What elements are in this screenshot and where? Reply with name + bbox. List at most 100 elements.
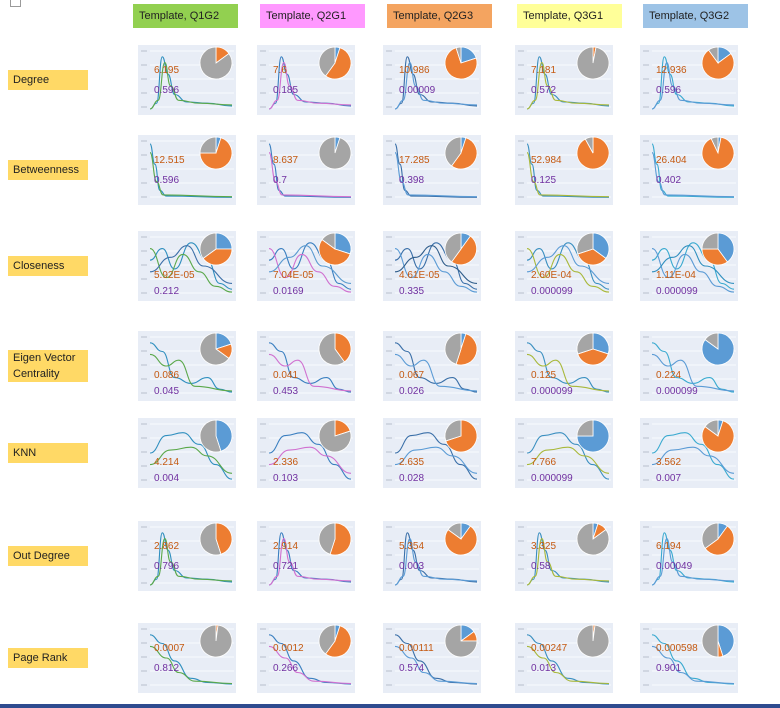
density-curve (526, 432, 610, 480)
value-secondary: 0.000099 (531, 473, 573, 484)
mini-chart: 6.194 0.00049 (640, 521, 738, 591)
mini-chart: 4.214 0.004 (138, 418, 236, 488)
value-primary: 1.11E-04 (656, 270, 696, 281)
mini-chart-svg (141, 232, 234, 294)
row-label: Closeness (8, 256, 88, 276)
pie-slice (576, 46, 610, 80)
mini-chart-svg (643, 232, 736, 294)
pie-slice (704, 419, 719, 437)
value-primary: 0.125 (531, 370, 557, 381)
pie-slice (318, 332, 345, 366)
value-secondary: 0.004 (154, 473, 180, 484)
pie-slice (592, 332, 610, 355)
density-curve (149, 353, 233, 392)
mini-chart-svg (518, 232, 611, 294)
value-secondary: 0.398 (399, 175, 425, 186)
pie-slice (701, 248, 728, 266)
pie-slice (318, 136, 352, 170)
mini-chart-svg (386, 522, 479, 586)
density-curve (651, 248, 735, 293)
density-curve (268, 245, 352, 284)
pie-slice (577, 248, 607, 266)
mini-chart-svg (518, 419, 611, 481)
value-primary: 7.181 (531, 65, 557, 76)
pie-slice (444, 136, 462, 167)
pie-slice (444, 332, 462, 365)
value-secondary: 0.000099 (531, 286, 573, 297)
value-primary: 2.60E-04 (531, 270, 572, 281)
mini-chart: 0.00247 0.013 (515, 623, 613, 693)
density-curve (526, 538, 610, 586)
value-primary: 2.336 (273, 457, 299, 468)
mini-chart-svg (518, 46, 611, 110)
value-secondary: 0.721 (273, 561, 299, 572)
row-label: Degree (8, 70, 88, 90)
value-primary: 7.6 (273, 65, 287, 76)
value-secondary: 0.58 (531, 561, 551, 572)
density-curve (651, 62, 735, 110)
value-secondary: 0.335 (399, 286, 425, 297)
density-curve (651, 152, 735, 198)
value-primary: 52.984 (531, 155, 562, 166)
density-curve (394, 62, 478, 110)
value-primary: 2.914 (273, 541, 299, 552)
value-secondary: 0.00049 (656, 561, 693, 572)
mini-chart: 26.404 0.402 (640, 135, 738, 205)
value-secondary: 0.028 (399, 473, 425, 484)
column-header: Template, Q3G1 (517, 4, 622, 28)
density-curve (651, 538, 735, 586)
value-secondary: 0.596 (154, 175, 180, 186)
mini-chart: 12.936 0.596 (640, 45, 738, 115)
pie-slice (444, 232, 462, 263)
density-curve (394, 538, 478, 586)
pie-slice (704, 525, 735, 556)
checkbox[interactable] (10, 0, 21, 7)
pie-slice (455, 333, 478, 366)
pie-slice (455, 46, 462, 64)
pie-slice (215, 232, 233, 250)
mini-chart: 2.914 0.721 (257, 521, 355, 591)
density-curve (394, 645, 478, 685)
pie-slice (199, 332, 230, 366)
pie-slice (576, 624, 610, 658)
density-curve (268, 248, 352, 293)
pie-slice (701, 49, 735, 80)
density-curve (651, 242, 735, 290)
pie-slice (321, 232, 336, 250)
density-curve (651, 432, 735, 480)
pie-slice (592, 232, 610, 259)
pie-slice (325, 47, 352, 80)
pie-slice (334, 232, 352, 255)
value-primary: 4.214 (154, 457, 180, 468)
density-curve (268, 538, 352, 586)
mini-chart: 7.181 0.572 (515, 45, 613, 115)
value-secondary: 0.000099 (531, 386, 573, 397)
value-secondary: 0.007 (656, 473, 682, 484)
value-primary: 26.404 (656, 155, 687, 166)
density-curve (268, 446, 352, 474)
mini-chart-svg (141, 332, 234, 394)
mini-chart-svg (643, 136, 736, 198)
pie-slice (199, 46, 233, 80)
pie-slice (717, 232, 735, 263)
value-secondary: 0.572 (531, 85, 557, 96)
value-secondary: 0.125 (531, 175, 557, 186)
value-secondary: 0.003 (399, 561, 425, 572)
value-secondary: 0.013 (531, 663, 557, 674)
mini-chart-svg (518, 136, 611, 198)
value-primary: 8.637 (273, 155, 299, 166)
value-secondary: 0.402 (656, 175, 682, 186)
pie-slice (701, 522, 719, 549)
mini-chart-svg (141, 522, 234, 586)
value-secondary: 0.574 (399, 663, 425, 674)
pie-slice (577, 348, 609, 366)
pie-slice (701, 624, 719, 658)
mini-chart-svg (518, 332, 611, 394)
value-secondary: 0.901 (656, 663, 682, 674)
pie-slice (325, 625, 352, 658)
value-primary: 12.936 (656, 65, 687, 76)
mini-chart: 2.862 0.796 (138, 521, 236, 591)
value-primary: 0.00247 (531, 643, 568, 654)
value-primary: 6.194 (656, 541, 682, 552)
pie-slice (576, 522, 610, 556)
